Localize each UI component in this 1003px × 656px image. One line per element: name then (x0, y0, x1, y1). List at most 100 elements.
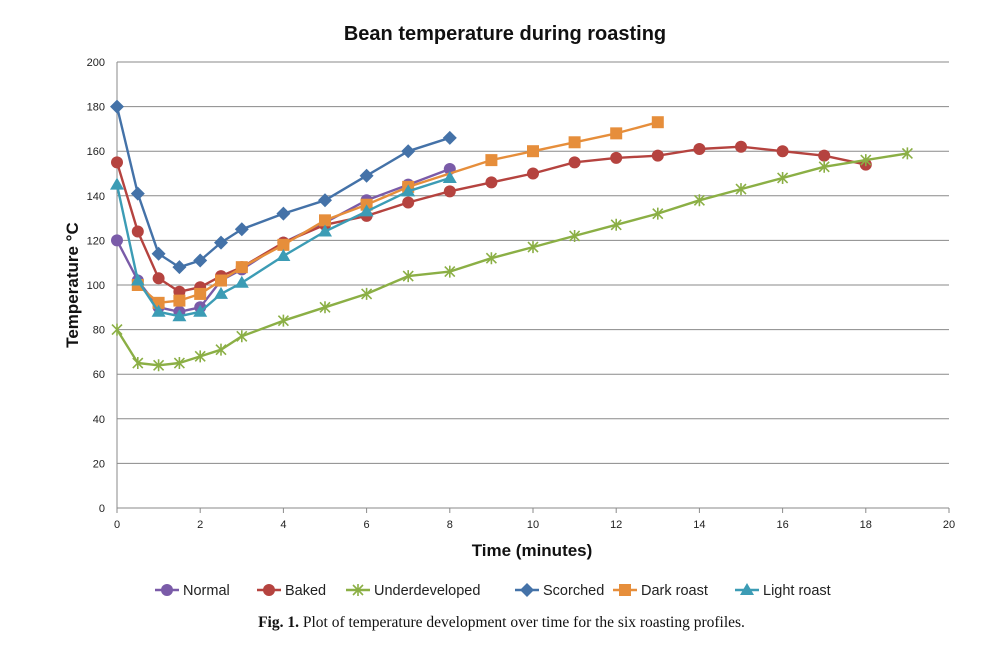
data-point (234, 222, 249, 237)
x-tick-label: 20 (943, 519, 955, 531)
gridlines (117, 61, 949, 464)
data-point (235, 261, 248, 274)
legend-item: Underdeveloped (346, 583, 480, 599)
data-point (443, 185, 456, 198)
x-axis-label: Time (minutes) (472, 541, 593, 560)
data-point (236, 330, 248, 343)
caption-label: Fig. 1. (258, 614, 299, 631)
series-line (115, 145, 867, 293)
legend-item: Scorched (515, 583, 604, 599)
data-point (215, 343, 227, 356)
data-point (402, 196, 415, 209)
data-point (132, 357, 144, 370)
x-tick-label: 16 (776, 519, 788, 531)
data-point (152, 272, 165, 285)
data-point (214, 235, 228, 250)
legend-item: Normal (155, 583, 230, 599)
legend-swatch-marker (520, 583, 534, 597)
caption-text: Plot of temperature development over tim… (298, 614, 745, 631)
axes: 0 20 40 60 80 100 120 140 160 180 200 0 2 4 6 8 10 12 14 16… (87, 57, 955, 531)
data-point (151, 304, 166, 317)
data-point (111, 156, 123, 169)
legend: Normal Baked Underdeveloped Scorched Dark ro… (155, 583, 831, 599)
y-tick-label: 40 (93, 414, 105, 426)
data-point (485, 154, 498, 167)
data-point (818, 149, 831, 162)
legend-swatch-marker (352, 584, 364, 596)
figure-caption: Fig. 1. Plot of temperature development … (0, 614, 1003, 632)
x-tick-label: 6 (364, 519, 370, 531)
data-point (735, 140, 747, 153)
data-point (277, 238, 290, 251)
legend-label: Baked (285, 583, 326, 599)
legend-item: Light roast (735, 583, 831, 599)
y-tick-label: 120 (87, 235, 105, 247)
data-point (610, 151, 623, 164)
line-chart: Bean temperature during roasting 0 20 40 60… (63, 23, 955, 599)
legend-swatch-marker (161, 584, 173, 596)
data-point (651, 116, 664, 129)
data-point (901, 147, 913, 160)
data-point (610, 127, 623, 140)
data-point (359, 168, 374, 183)
data-point (651, 149, 664, 162)
legend-item: Baked (257, 583, 326, 599)
data-point (818, 160, 830, 173)
series-line (115, 176, 451, 318)
data-point (359, 204, 374, 217)
legend-label: Underdeveloped (374, 583, 480, 599)
series-line (115, 152, 908, 367)
y-tick-label: 20 (93, 458, 105, 470)
data-point (151, 246, 166, 261)
data-point (172, 309, 187, 322)
data-point (402, 270, 414, 283)
data-point (318, 193, 332, 208)
data-point (318, 224, 332, 237)
legend-label: Normal (183, 583, 230, 599)
series-lines (110, 99, 913, 372)
data-point (527, 167, 539, 180)
data-point (777, 171, 789, 184)
data-point (693, 194, 705, 207)
y-tick-label: 80 (93, 325, 105, 337)
data-point (610, 218, 622, 231)
x-tick-label: 2 (197, 519, 203, 531)
data-point (193, 253, 208, 268)
data-point (444, 265, 456, 278)
x-tick-label: 14 (693, 519, 705, 531)
x-tick-label: 0 (114, 519, 120, 531)
data-point (130, 186, 145, 201)
legend-swatch-marker (740, 583, 754, 595)
series-line (115, 106, 451, 269)
data-point (194, 350, 206, 363)
x-tick-label: 8 (447, 519, 453, 531)
data-point (485, 252, 497, 265)
data-point (193, 304, 208, 317)
data-point (652, 207, 664, 220)
data-point (130, 273, 145, 286)
data-point (277, 314, 289, 327)
series-light-roast (110, 170, 457, 322)
y-tick-label: 200 (87, 57, 105, 69)
data-point (110, 99, 124, 114)
x-tick-label: 18 (860, 519, 872, 531)
data-point (173, 357, 185, 370)
data-point (110, 177, 124, 190)
y-tick-label: 60 (93, 369, 105, 381)
legend-swatch-marker (263, 584, 275, 596)
legend-label: Light roast (763, 583, 831, 599)
data-point (215, 274, 227, 287)
data-point (234, 275, 249, 288)
y-tick-label: 180 (87, 102, 105, 114)
series-underdeveloped (111, 147, 913, 372)
data-point (860, 154, 872, 167)
data-point (319, 214, 331, 227)
chart-title: Bean temperature during roasting (344, 23, 666, 45)
data-point (527, 145, 539, 158)
data-point (194, 287, 207, 300)
data-point (131, 225, 144, 238)
data-point (153, 359, 165, 372)
data-point (401, 184, 416, 197)
data-point (776, 145, 789, 158)
data-point (276, 249, 291, 262)
